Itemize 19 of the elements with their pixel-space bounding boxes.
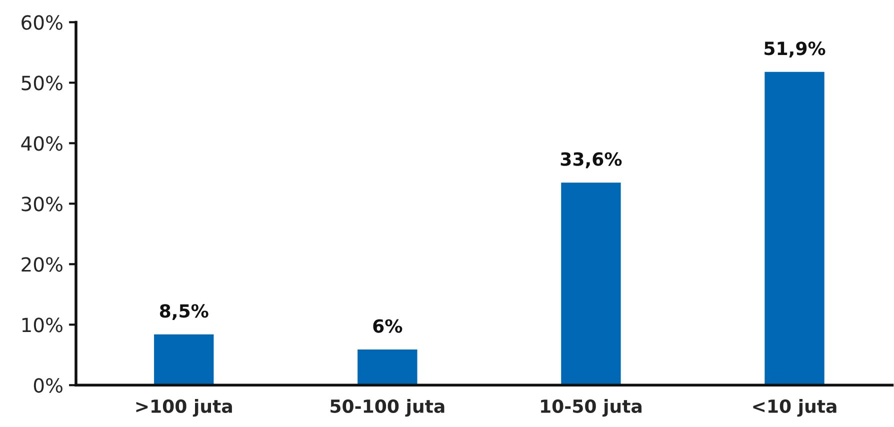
bar [356, 348, 419, 386]
x-tick-label: >100 juta [136, 399, 232, 417]
y-tick-label: 50% [22, 76, 62, 90]
data-label: 51,9% [764, 42, 826, 58]
x-tick-label: 10-50 juta [541, 399, 642, 417]
y-tick-label: 10% [22, 318, 62, 332]
x-tick-label: <10 juta [753, 399, 836, 417]
bar [560, 181, 622, 386]
bar [152, 333, 216, 386]
x-tick-label: 50-100 juta [330, 399, 444, 417]
y-tick-label: 0% [34, 378, 62, 393]
data-label: 33,6% [560, 152, 622, 168]
y-tick-label: 60% [22, 15, 62, 30]
y-tick-label: 20% [22, 257, 62, 272]
bar [763, 70, 826, 386]
data-label: 6% [373, 319, 402, 333]
data-label: 8,5% [160, 304, 208, 320]
y-tick-label: 30% [22, 196, 62, 212]
y-tick-label: 40% [21, 136, 62, 151]
